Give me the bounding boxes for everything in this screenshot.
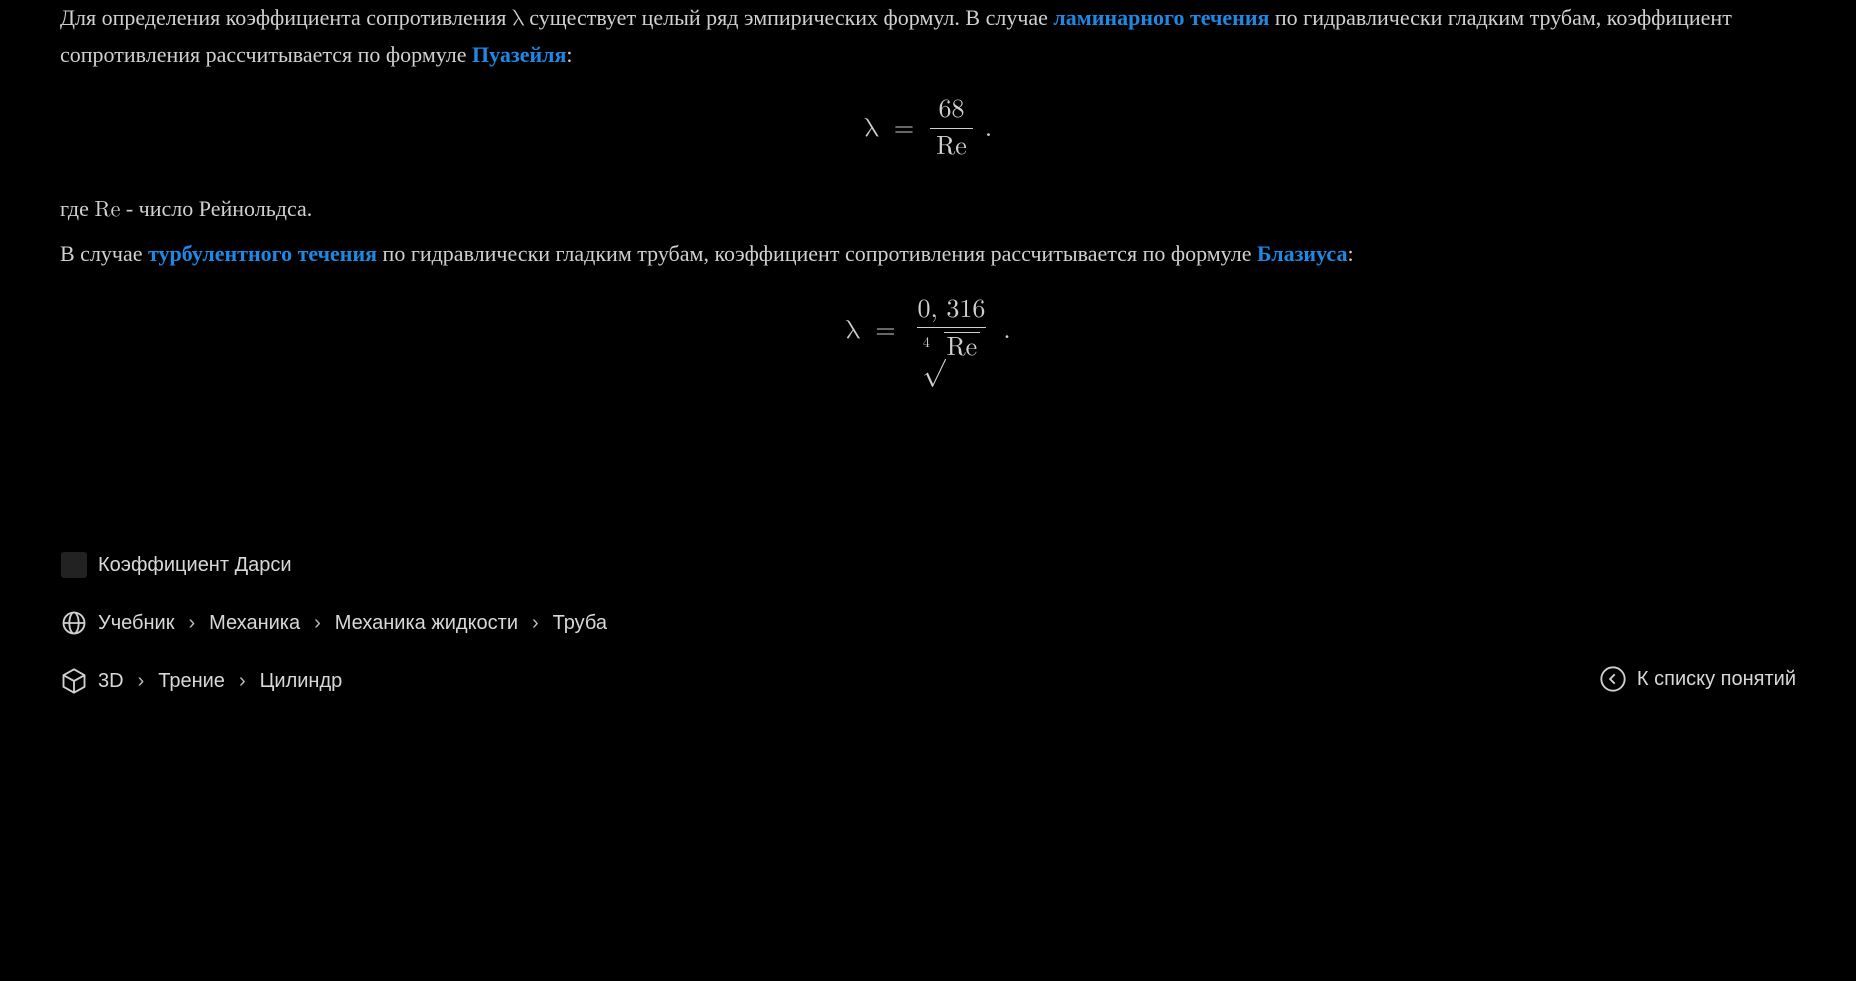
paragraph-intro: Для определения коэффициента сопротивлен…	[60, 0, 1796, 72]
hierarchy-item[interactable]: 3D	[98, 665, 124, 697]
link-blasius[interactable]: Блазиуса	[1257, 241, 1347, 266]
text: по гидравлически гладким трубам, коэффиц…	[383, 241, 1257, 266]
text: В случае	[60, 241, 148, 266]
radicand: Re	[944, 332, 980, 364]
link-poiseuille[interactable]: Пуазейля	[472, 42, 566, 67]
hierarchy-item[interactable]: Механика жидкости	[335, 607, 518, 639]
separator-icon: ›	[134, 665, 149, 697]
text: существует целый ряд эмпирических формул…	[529, 5, 1053, 30]
formula-poiseuille: λ = 68 Re .	[60, 96, 1796, 163]
hierarchy-row-3d: 3D › Трение › Цилиндр	[60, 665, 607, 697]
hierarchy-row-textbook: Учебник › Механика › Механика жидкости ›…	[60, 607, 607, 639]
hierarchy-item[interactable]: Труба	[553, 607, 607, 639]
equals-sign: =	[888, 109, 920, 151]
formula-blasius: λ = 0, 316 4 √ Re .	[60, 296, 1796, 369]
denominator: 4 √ Re	[917, 327, 986, 368]
paragraph-turbulent: В случае турбулентного течения по гидрав…	[60, 236, 1796, 271]
hierarchy-item[interactable]: Коэффициент Дарси	[98, 549, 292, 581]
numerator: 68	[932, 96, 970, 128]
text: :	[566, 42, 572, 67]
formula-lhs: λ	[845, 311, 859, 353]
separator-icon: ›	[528, 607, 543, 639]
fraction: 0, 316 4 √ Re	[912, 296, 992, 369]
globe-icon	[60, 609, 88, 637]
hierarchy-item[interactable]: Механика	[209, 607, 300, 639]
arrow-left-circle-icon	[1599, 665, 1627, 693]
fraction: 68 Re	[930, 96, 973, 163]
numerator: 0, 316	[912, 296, 992, 328]
link-laminar-flow[interactable]: ламинарного течения	[1053, 5, 1269, 30]
separator-icon: ›	[235, 665, 250, 697]
back-to-list-link[interactable]: К списку понятий	[1599, 663, 1796, 695]
denominator: Re	[930, 128, 973, 163]
fourth-root: 4 √ Re	[923, 332, 980, 364]
text: - число Рейнольдса.	[126, 196, 312, 221]
back-link-label: К списку понятий	[1637, 663, 1796, 695]
separator-icon: ›	[184, 607, 199, 639]
box-icon	[60, 667, 88, 695]
formula-period: .	[1001, 311, 1010, 353]
symbol-reynolds: Re	[94, 199, 120, 221]
text: :	[1347, 241, 1353, 266]
equals-sign: =	[869, 311, 901, 353]
paragraph-reynolds: где Re - число Рейнольдса.	[60, 191, 1796, 228]
hierarchy-item[interactable]: Учебник	[98, 607, 174, 639]
hierarchy-row-concept: Коэффициент Дарси	[60, 549, 607, 581]
radical-sign: √	[922, 338, 945, 366]
hierarchy-item[interactable]: Трение	[158, 665, 225, 697]
hierarchy-item[interactable]: Цилиндр	[260, 665, 343, 697]
text: где	[60, 196, 94, 221]
symbol-lambda: λ	[512, 8, 524, 30]
text: Для определения коэффициента сопротивлен…	[60, 5, 512, 30]
hierarchy-trails: Коэффициент Дарси Учебник › Механика › М…	[60, 549, 607, 697]
formula-period: .	[983, 109, 992, 151]
formula-lhs: λ	[864, 109, 878, 151]
site-icon	[60, 551, 88, 579]
link-turbulent-flow[interactable]: турбулентного течения	[148, 241, 377, 266]
separator-icon: ›	[310, 607, 325, 639]
